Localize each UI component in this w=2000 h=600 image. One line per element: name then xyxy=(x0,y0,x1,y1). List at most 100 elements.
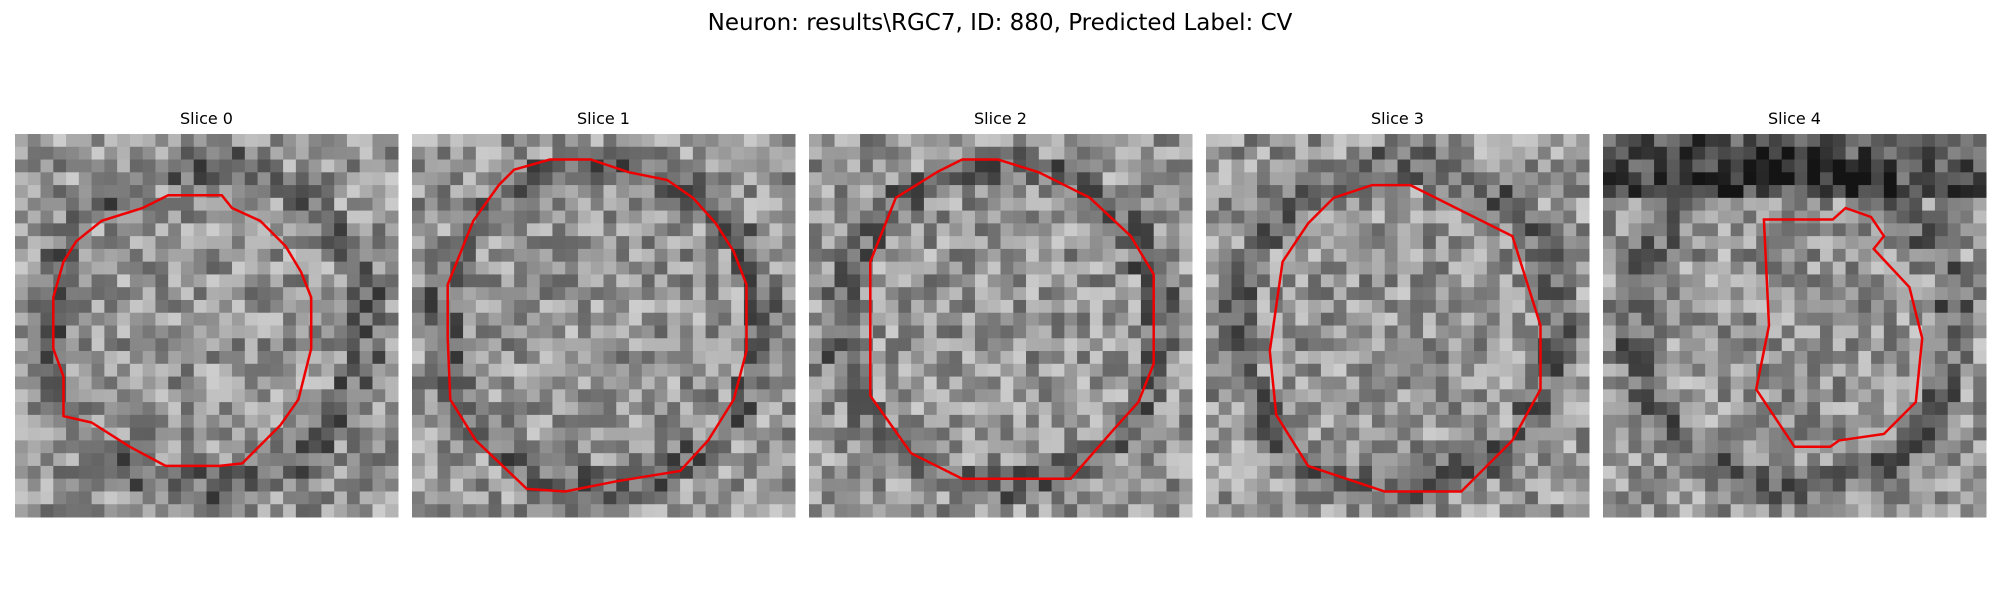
pixel xyxy=(1410,325,1424,339)
pixel xyxy=(769,185,783,199)
pixel xyxy=(1153,312,1167,326)
pixel xyxy=(412,389,426,403)
pixel xyxy=(142,440,156,454)
pixel xyxy=(1000,185,1014,199)
pixel xyxy=(1845,223,1859,237)
pixel xyxy=(1973,465,1987,480)
pixel xyxy=(1153,427,1167,441)
pixel xyxy=(475,453,490,467)
pixel xyxy=(475,146,490,161)
pixel xyxy=(872,363,887,378)
pixel xyxy=(155,185,169,199)
pixel xyxy=(1641,159,1655,173)
pixel xyxy=(809,325,823,339)
pixel xyxy=(821,274,836,288)
pixel xyxy=(1641,134,1655,148)
pixel xyxy=(1550,504,1564,518)
pixel xyxy=(1781,134,1795,148)
pixel xyxy=(1717,248,1732,263)
pixel xyxy=(142,465,156,480)
pixel xyxy=(1909,172,1923,186)
pixel xyxy=(809,453,823,467)
pixel xyxy=(1550,299,1564,314)
pixel xyxy=(1295,478,1309,492)
pixel xyxy=(412,325,426,339)
pixel xyxy=(629,146,643,161)
pixel xyxy=(1768,197,1783,212)
pixel xyxy=(346,478,361,492)
pixel xyxy=(1628,363,1642,378)
pixel xyxy=(514,402,528,416)
pixel xyxy=(1576,299,1590,314)
pixel xyxy=(1486,351,1501,365)
pixel xyxy=(1166,210,1180,224)
pixel xyxy=(91,440,105,454)
pixel xyxy=(155,427,169,441)
pixel xyxy=(680,427,694,441)
pixel xyxy=(1089,453,1104,467)
pixel xyxy=(731,440,745,454)
pixel xyxy=(78,338,93,352)
pixel xyxy=(565,287,579,301)
pixel xyxy=(412,134,426,148)
pixel xyxy=(603,210,617,224)
pixel xyxy=(1384,146,1398,161)
pixel xyxy=(1153,402,1167,416)
pixel xyxy=(1269,465,1284,480)
pixel xyxy=(1166,504,1180,518)
pixel xyxy=(974,465,989,480)
pixel xyxy=(1628,159,1642,173)
pixel xyxy=(1858,414,1872,429)
pixel xyxy=(1628,134,1642,148)
pixel xyxy=(1641,363,1655,378)
pixel xyxy=(1615,210,1630,224)
panel-title: Slice 0 xyxy=(180,109,233,128)
pixel xyxy=(923,223,938,237)
pixel xyxy=(1794,172,1808,186)
pixel xyxy=(1973,299,1987,314)
pixel xyxy=(860,440,874,454)
pixel xyxy=(1064,325,1078,339)
pixel xyxy=(78,236,93,250)
pixel xyxy=(412,504,426,518)
pixel xyxy=(911,478,925,492)
pixel xyxy=(1499,287,1513,301)
pixel xyxy=(1384,351,1398,365)
pixel xyxy=(1743,287,1757,301)
pixel xyxy=(424,351,439,365)
pixel xyxy=(1384,185,1398,199)
pixel xyxy=(1922,491,1936,505)
pixel xyxy=(1679,261,1693,275)
pixel xyxy=(1474,223,1488,237)
pixel xyxy=(257,261,271,275)
pixel xyxy=(257,338,271,352)
pixel xyxy=(847,325,861,339)
pixel xyxy=(1179,236,1193,250)
pixel xyxy=(1654,146,1668,161)
pixel xyxy=(1102,172,1116,186)
pixel xyxy=(501,491,515,505)
pixel xyxy=(1563,223,1577,237)
pixel xyxy=(756,287,770,301)
pixel xyxy=(180,363,195,378)
pixel xyxy=(705,338,719,352)
pixel xyxy=(629,261,643,275)
pixel xyxy=(782,325,796,339)
pixel xyxy=(1922,389,1936,403)
pixel xyxy=(629,376,643,390)
pixel xyxy=(1896,287,1910,301)
pixel xyxy=(346,261,361,275)
pixel xyxy=(1140,338,1155,352)
pixel xyxy=(232,504,246,518)
pixel xyxy=(1692,465,1706,480)
pixel xyxy=(680,351,694,365)
pixel xyxy=(155,389,169,403)
pixel xyxy=(923,389,938,403)
pixel xyxy=(321,402,335,416)
pixel xyxy=(756,453,770,467)
pixel xyxy=(501,261,515,275)
pixel xyxy=(1883,465,1898,480)
pixel xyxy=(1064,338,1078,352)
pixel xyxy=(1397,351,1411,365)
pixel xyxy=(1384,248,1398,263)
